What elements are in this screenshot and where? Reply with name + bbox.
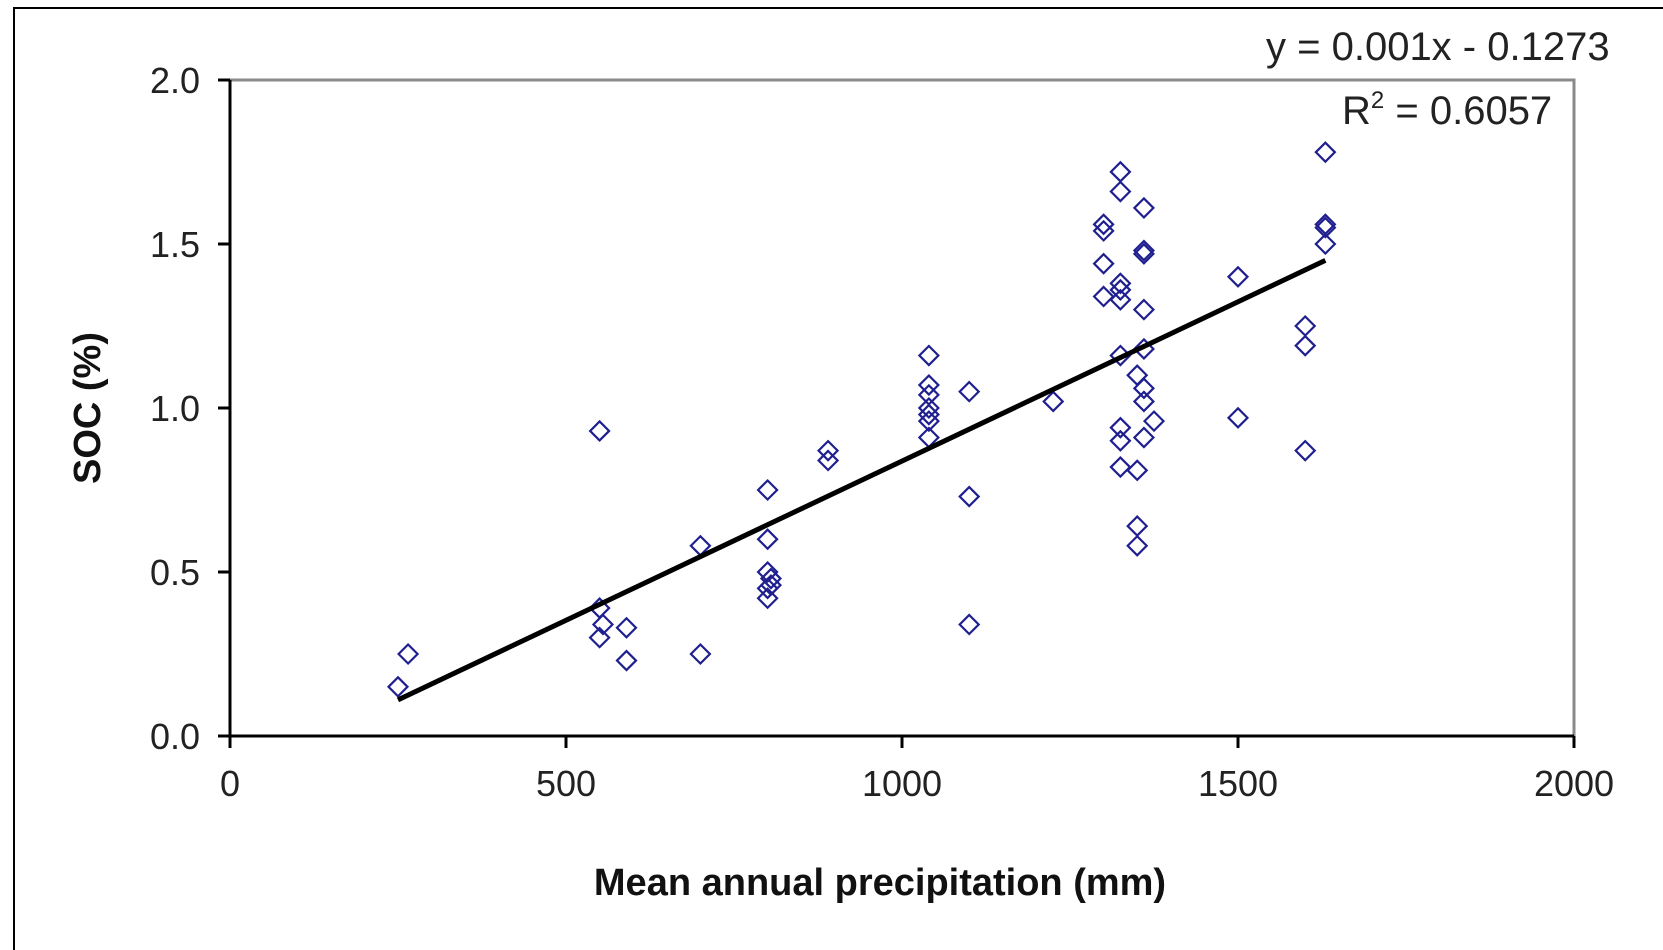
x-axis-title: Mean annual precipitation (mm) — [594, 862, 1166, 904]
data-point — [1132, 426, 1155, 449]
data-point — [615, 649, 638, 672]
data-point — [1314, 216, 1337, 239]
data-point — [1294, 334, 1317, 357]
data-point — [1109, 429, 1132, 452]
data-point — [817, 449, 840, 472]
data-point — [689, 642, 712, 666]
plot-area — [228, 78, 1576, 738]
data-point — [1126, 534, 1149, 557]
data-point — [817, 439, 840, 462]
x-tick-label: 0 — [220, 763, 240, 804]
r-squared-annotation: R2 = 0.6057 — [1342, 87, 1552, 133]
x-tick-label: 2000 — [1534, 763, 1614, 804]
data-point — [1092, 252, 1115, 275]
x-tick-label: 500 — [536, 763, 596, 804]
trendline-equation: y = 0.001x - 0.1273 — [1266, 25, 1610, 69]
data-point — [958, 613, 981, 636]
data-point — [756, 528, 779, 551]
data-point — [917, 373, 940, 397]
data-point — [759, 567, 783, 590]
x-tick-label: 1000 — [862, 763, 942, 804]
data-point — [1109, 455, 1132, 479]
data-point — [1142, 410, 1166, 433]
y-tick-label: 0.0 — [150, 716, 200, 757]
data-point — [1132, 298, 1155, 321]
data-point — [958, 485, 981, 508]
data-point — [1109, 278, 1132, 301]
y-tick-label: 1.5 — [150, 224, 200, 265]
data-point — [1109, 416, 1132, 439]
y-tick-label: 2.0 — [150, 60, 200, 101]
y-tick-label: 0.5 — [150, 552, 200, 593]
data-point — [1132, 242, 1155, 265]
data-point — [1109, 272, 1132, 295]
data-point — [591, 613, 615, 636]
data-point — [1042, 390, 1065, 413]
data-point — [615, 616, 638, 639]
chart-outer-border — [13, 7, 1663, 950]
data-point — [1092, 213, 1115, 236]
data-point — [1109, 288, 1132, 311]
data-point — [397, 642, 420, 666]
r-squared-exponent: 2 — [1371, 87, 1384, 114]
data-point — [917, 410, 940, 433]
data-point — [588, 626, 611, 649]
y-axis-title: SOC (%) — [67, 332, 109, 484]
data-point — [1314, 232, 1337, 256]
data-point — [917, 344, 940, 367]
data-point — [1092, 219, 1115, 242]
trendline — [396, 258, 1327, 703]
y-tick-label: 1.0 — [150, 388, 200, 429]
data-point — [759, 574, 783, 597]
data-point — [756, 587, 779, 610]
data-point — [1109, 180, 1132, 203]
data-point — [588, 419, 611, 443]
data-point — [1132, 239, 1155, 262]
data-point — [1314, 141, 1337, 164]
data-point — [958, 380, 981, 403]
data-point — [756, 560, 779, 584]
data-point — [1132, 390, 1155, 413]
data-point — [1226, 265, 1250, 288]
r-squared-letter: R — [1342, 89, 1371, 133]
data-point — [1092, 285, 1115, 308]
x-tick-label: 1500 — [1198, 763, 1278, 804]
data-point — [1132, 377, 1155, 400]
data-point — [917, 403, 940, 426]
data-point — [1226, 406, 1250, 429]
data-point — [756, 478, 779, 502]
data-point — [386, 675, 410, 698]
data-point — [1294, 439, 1317, 462]
data-point — [1126, 459, 1149, 482]
r-squared-value: = 0.6057 — [1384, 89, 1552, 133]
data-point — [1132, 196, 1155, 219]
data-point — [917, 396, 940, 420]
